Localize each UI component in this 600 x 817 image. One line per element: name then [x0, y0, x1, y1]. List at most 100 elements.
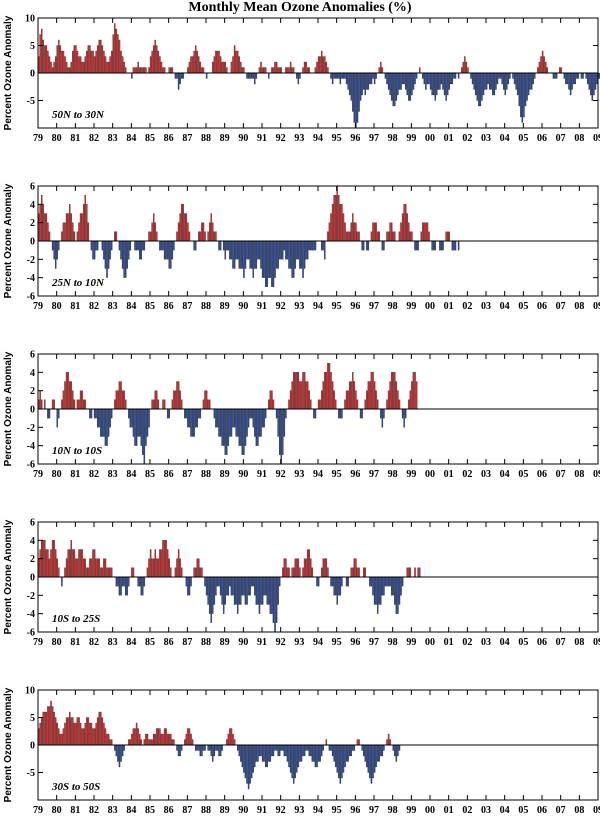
bar	[215, 408, 217, 428]
bar	[160, 240, 163, 251]
bar	[417, 240, 419, 251]
bar	[51, 399, 54, 410]
bar	[191, 408, 194, 437]
bar	[230, 728, 233, 746]
bar	[418, 567, 421, 578]
y-axis-label: Percent Ozone Anomaly	[3, 15, 14, 130]
bar	[244, 408, 247, 446]
bar	[176, 381, 178, 410]
bar	[101, 408, 104, 437]
bar	[48, 231, 51, 242]
bar	[143, 240, 146, 251]
bar	[182, 72, 184, 79]
bar	[344, 222, 346, 242]
bar	[358, 72, 360, 112]
bar	[367, 72, 370, 90]
bar	[188, 231, 191, 242]
bar	[372, 576, 374, 596]
bar	[254, 240, 256, 269]
bar	[502, 72, 505, 90]
bar	[530, 72, 533, 90]
bar	[218, 408, 220, 437]
bar	[286, 67, 289, 74]
bar	[476, 72, 478, 101]
x-tick-label: 98	[388, 133, 398, 144]
bar	[278, 408, 281, 455]
y-tick-label: 5	[30, 713, 35, 724]
bar	[87, 45, 90, 74]
bar	[331, 381, 334, 410]
bar	[78, 56, 80, 74]
bar	[198, 558, 200, 578]
x-tick-label: 08	[574, 805, 584, 816]
x-tick-label: 04	[500, 301, 510, 312]
bar	[258, 576, 261, 614]
bar	[390, 72, 393, 101]
bar	[198, 408, 200, 419]
bar	[95, 240, 97, 251]
bar	[299, 240, 301, 269]
bar	[51, 240, 54, 251]
bar	[453, 240, 455, 251]
bar	[252, 576, 254, 587]
x-tick-label: 85	[145, 805, 155, 816]
bar	[159, 728, 161, 746]
bar	[260, 744, 262, 757]
bar	[286, 240, 289, 260]
bar	[199, 61, 202, 74]
bar	[507, 72, 510, 85]
x-tick-label: 90	[238, 301, 248, 312]
bar	[168, 67, 170, 74]
bar	[120, 240, 122, 260]
bar	[64, 222, 66, 242]
bar	[87, 222, 90, 242]
bar	[288, 67, 290, 74]
x-tick-label: 99	[406, 469, 416, 480]
bar	[131, 408, 133, 428]
bar	[229, 576, 231, 587]
bar	[327, 231, 329, 242]
bar	[54, 240, 57, 269]
bar	[362, 240, 365, 251]
bar	[334, 399, 337, 410]
bar	[109, 56, 111, 74]
bar	[70, 381, 72, 410]
x-tick-label: 05	[518, 301, 528, 312]
bar	[596, 72, 598, 85]
bar	[370, 372, 373, 410]
bar	[109, 240, 111, 260]
bar	[65, 213, 68, 242]
bar	[89, 408, 91, 419]
bar	[89, 558, 91, 578]
bar	[345, 390, 348, 410]
x-tick-label: 91	[257, 301, 267, 312]
bar	[333, 195, 335, 242]
bar	[149, 549, 152, 578]
bar	[152, 213, 155, 242]
bar	[527, 72, 530, 96]
y-tick-label: -2	[27, 591, 35, 602]
x-tick-label: 83	[108, 469, 118, 480]
bar	[395, 744, 398, 762]
bar	[342, 72, 345, 79]
bar	[162, 240, 164, 251]
bar	[177, 222, 180, 242]
bar	[131, 567, 133, 578]
bar	[219, 576, 222, 596]
bar	[375, 72, 377, 79]
bar	[409, 390, 412, 410]
bar	[240, 576, 242, 605]
bar	[194, 744, 197, 751]
x-tick-label: 98	[388, 301, 398, 312]
x-tick-label: 01	[444, 637, 454, 648]
bar	[348, 744, 351, 757]
bar	[404, 72, 407, 90]
bar	[322, 744, 324, 751]
bar	[327, 567, 329, 578]
x-tick-label: 87	[182, 301, 192, 312]
bar	[341, 744, 343, 779]
bar	[334, 195, 337, 242]
x-tick-label: 79	[33, 637, 43, 648]
bar	[68, 67, 71, 74]
bar	[70, 213, 72, 242]
